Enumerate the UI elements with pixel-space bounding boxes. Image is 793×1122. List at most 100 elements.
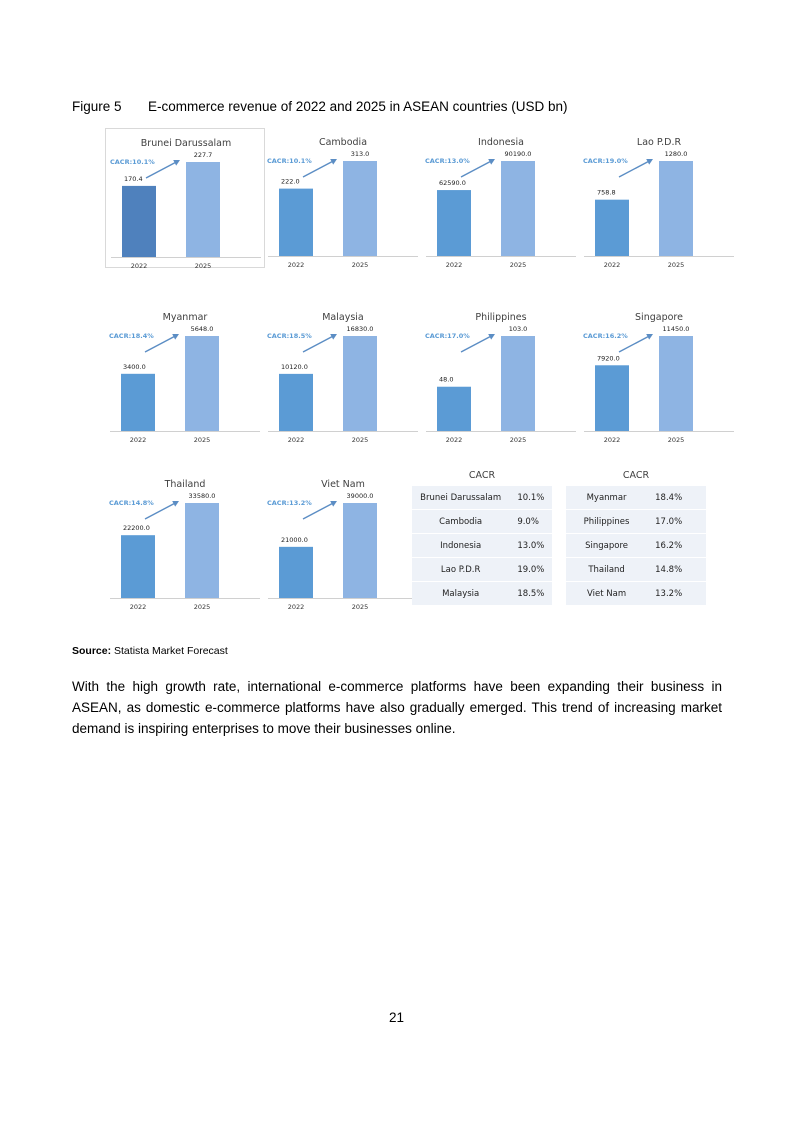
table-row: Lao P.D.R 19.0%	[412, 557, 552, 582]
growth-arrow	[302, 159, 335, 178]
rate-cell: 18.5%	[509, 581, 552, 606]
cacr-annotation: CACR:10.1%	[110, 158, 155, 166]
country-cell: Singapore	[566, 533, 648, 558]
value-label: 7920.0	[597, 354, 620, 362]
value-label: 222.0	[281, 178, 300, 186]
growth-arrow	[302, 501, 335, 520]
bar-chart-svg: Philippines 48.0 2022 103.0 2025 CACR:17.0%	[425, 312, 576, 444]
country-cell: Thailand	[566, 557, 648, 582]
value-label: 22200.0	[123, 524, 150, 532]
chart-singapore: Singapore 7920.0 2022 11450.0 2025 CACR:16.2%	[579, 303, 739, 444]
chart-title: Thailand	[164, 479, 206, 490]
chart-indonesia: Indonesia 62590.0 2022 90190.0 2025 CACR:13.0…	[421, 128, 581, 269]
tick-label: 2025	[668, 261, 685, 269]
value-label: 10120.0	[281, 363, 308, 371]
value-label: 21000.0	[281, 536, 308, 544]
bar-2025	[501, 161, 535, 256]
cacr-annotation: CACR:18.4%	[109, 332, 154, 340]
bar-2025	[659, 336, 693, 431]
bar-2022	[122, 185, 156, 257]
bar-2025	[343, 336, 377, 431]
arrow-head	[172, 500, 179, 507]
value-label: 1280.0	[665, 150, 688, 158]
rate-cell: 13.2%	[647, 581, 706, 606]
chart-title: Viet Nam	[321, 479, 365, 490]
chart-title: Myanmar	[163, 312, 208, 323]
country-cell: Malaysia	[412, 581, 510, 606]
bar-chart-svg: Brunei Darussalam 170.4 2022 227.7 2025 CACR:…	[110, 138, 261, 270]
rate-cell: 10.1%	[509, 486, 552, 510]
table-title: CACR	[622, 470, 650, 481]
chart-lao-p-d-r: Lao P.D.R 758.8 2022 1280.0 2025 CACR:19.0%	[579, 128, 739, 269]
tick-label: 2022	[288, 436, 305, 444]
rate-cell: 13.0%	[509, 533, 552, 558]
arrow-head	[488, 333, 495, 340]
table-title: CACR	[468, 470, 496, 481]
bar-2025	[343, 161, 377, 256]
chart-title: Singapore	[635, 312, 683, 323]
rate-cell: 17.0%	[647, 509, 706, 534]
bar-2022	[437, 386, 471, 431]
bar-2022	[121, 373, 155, 431]
arrow-head	[330, 500, 337, 507]
arrow-head	[488, 158, 495, 165]
cacr-annotation: CACR:13.2%	[267, 499, 312, 507]
tick-label: 2025	[668, 436, 685, 444]
bar-chart-svg: Malaysia 10120.0 2022 16830.0 2025 CACR:18.5%	[267, 312, 418, 444]
source-text: Statista Market Forecast	[111, 645, 228, 657]
page-number: 21	[388, 1010, 405, 1025]
tick-label: 2022	[130, 436, 147, 444]
tick-label: 2025	[195, 262, 212, 270]
bar-chart-svg: Singapore 7920.0 2022 11450.0 2025 CACR:16.2%	[583, 312, 734, 444]
growth-arrow	[460, 159, 493, 178]
bar-2022	[595, 365, 629, 431]
rate-cell: 18.4%	[647, 486, 706, 510]
country-cell: Brunei Darussalam	[412, 486, 510, 510]
bar-2022	[595, 199, 629, 256]
bar-chart-svg: Lao P.D.R 758.8 2022 1280.0 2025 CACR:19.0%	[583, 137, 734, 269]
growth-arrow	[144, 334, 177, 353]
bar-2022	[121, 535, 155, 598]
tick-label: 2025	[352, 261, 369, 269]
bar-2025	[343, 503, 377, 598]
table-row: Malaysia 18.5%	[412, 581, 552, 606]
rate-cell: 14.8%	[647, 557, 706, 582]
value-label: 33580.0	[189, 492, 216, 500]
cacr-annotation: CACR:19.0%	[583, 157, 628, 165]
tick-label: 2025	[194, 603, 211, 611]
tick-label: 2022	[604, 436, 621, 444]
arrow-head	[173, 159, 180, 166]
table-row: Philippines 17.0%	[566, 509, 706, 534]
figure-caption: Figure 5 E-commerce revenue of 2022 and 2…	[72, 99, 567, 114]
value-label: 103.0	[509, 325, 528, 333]
bar-2025	[185, 503, 219, 598]
country-cell: Indonesia	[412, 533, 510, 558]
tick-label: 2022	[446, 436, 463, 444]
growth-arrow	[145, 160, 178, 179]
arrow-head	[646, 158, 653, 165]
rate-cell: 9.0%	[509, 509, 552, 534]
value-label: 227.7	[194, 151, 213, 159]
rate-cell: 16.2%	[647, 533, 706, 558]
chart-title: Philippines	[475, 312, 526, 323]
arrow-head	[172, 333, 179, 340]
cacr-table: Myanmar 18.4% Philippines 17.0% Singapore 16.…	[566, 486, 706, 606]
arrow-head	[646, 333, 653, 340]
bar-2025	[185, 336, 219, 431]
chart-title: Cambodia	[319, 137, 367, 148]
table-row: Myanmar 18.4%	[566, 486, 706, 510]
country-cell: Viet Nam	[566, 581, 648, 606]
bar-2022	[279, 546, 313, 598]
arrow-head	[330, 333, 337, 340]
cacr-annotation: CACR:10.1%	[267, 157, 312, 165]
growth-arrow	[302, 334, 335, 353]
bar-chart-svg: Indonesia 62590.0 2022 90190.0 2025 CACR:13.0…	[425, 137, 576, 269]
bar-chart-svg: Cambodia 222.0 2022 313.0 2025 CACR:10.1%	[267, 137, 418, 269]
value-label: 313.0	[351, 150, 370, 158]
source-note: Source: Statista Market Forecast	[72, 645, 228, 657]
country-cell: Philippines	[566, 509, 648, 534]
chart-cambodia: Cambodia 222.0 2022 313.0 2025 CACR:10.1%	[263, 128, 423, 269]
table-row: Viet Nam 13.2%	[566, 581, 706, 606]
cacr-annotation: CACR:14.8%	[109, 499, 154, 507]
table-row: Brunei Darussalam 10.1%	[412, 486, 552, 510]
